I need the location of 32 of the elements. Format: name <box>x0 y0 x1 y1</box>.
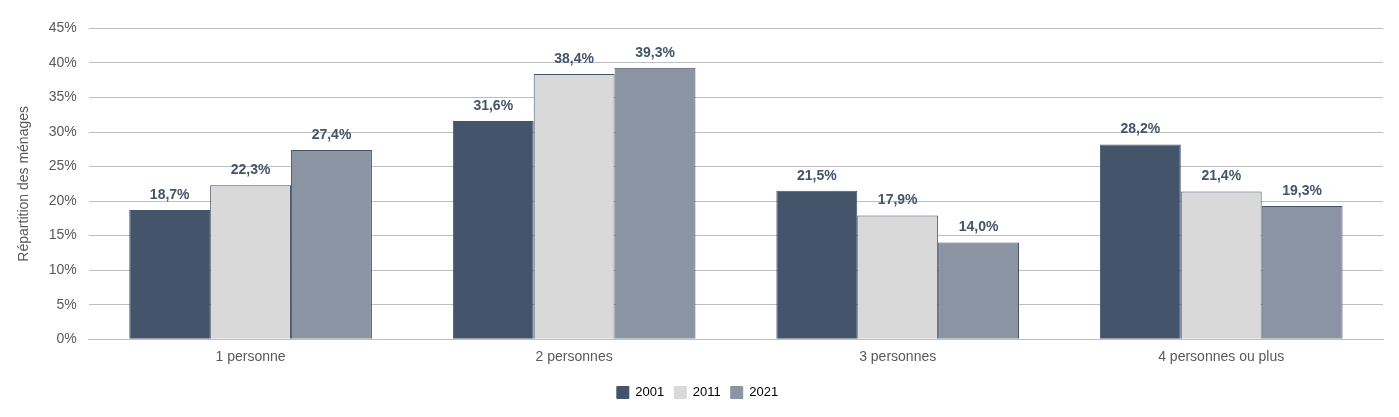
data-label: 27,4% <box>311 125 352 142</box>
data-label: 39,3% <box>635 43 676 60</box>
data-label: 28,2% <box>1120 120 1161 137</box>
y-tick-label: 25% <box>48 157 77 174</box>
data-label: 21,4% <box>1201 167 1242 184</box>
y-tick-label: 30% <box>48 122 77 139</box>
legend-label: 2001 <box>635 384 665 400</box>
y-tick-label: 35% <box>48 88 77 105</box>
legend-label: 2011 <box>692 384 721 400</box>
y-tick-label: 5% <box>56 295 77 312</box>
data-label: 22,3% <box>230 161 271 178</box>
data-label: 38,4% <box>554 49 595 66</box>
bar <box>1099 144 1181 339</box>
y-tick-label: 20% <box>48 191 77 208</box>
y-tick-label: 10% <box>48 260 77 277</box>
data-label: 14,0% <box>958 218 999 235</box>
data-label: 17,9% <box>877 191 919 208</box>
y-tick-label: 40% <box>48 53 77 70</box>
x-tick-label: 1 personne <box>215 348 286 365</box>
data-label: 31,6% <box>473 96 514 113</box>
bar <box>129 210 211 339</box>
data-label: 19,3% <box>1282 181 1323 198</box>
legend-label: 2021 <box>749 384 779 400</box>
data-label: 18,7% <box>149 185 191 202</box>
data-label: 21,5% <box>796 166 838 183</box>
x-tick-label: 3 personnes <box>859 348 937 365</box>
y-axis-title: Répartition des ménages <box>15 105 32 262</box>
y-tick-label: 0% <box>56 330 77 347</box>
x-tick-label: 2 personnes <box>535 348 613 365</box>
x-tick-label: 4 personnes ou plus <box>1158 348 1285 365</box>
y-tick-label: 45% <box>48 19 77 36</box>
y-tick-label: 15% <box>48 226 77 243</box>
